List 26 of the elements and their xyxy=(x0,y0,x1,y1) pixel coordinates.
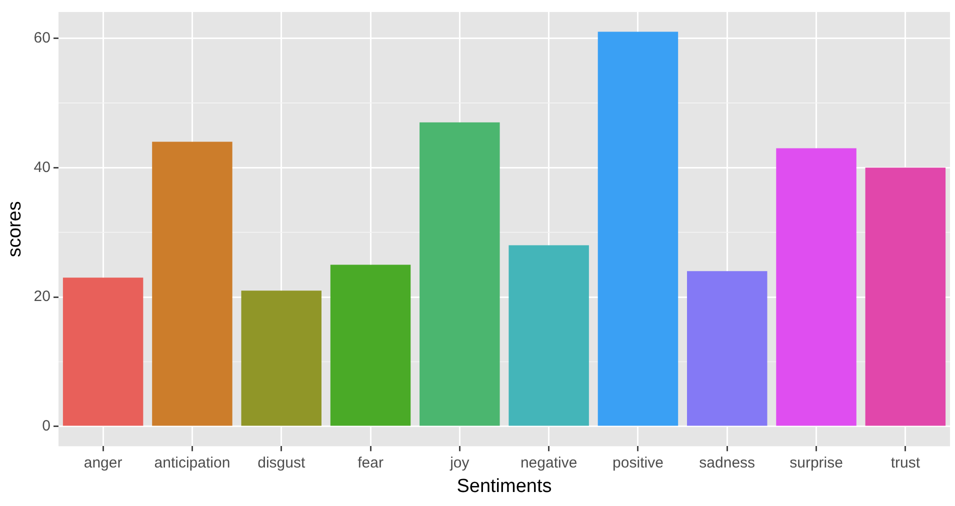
bar xyxy=(420,122,500,426)
x-tick-label: surprise xyxy=(790,454,843,472)
x-tick-label: anger xyxy=(84,454,122,472)
bar xyxy=(598,32,678,426)
bar xyxy=(241,290,322,426)
y-tick-label: 0 xyxy=(42,418,50,435)
bar xyxy=(330,264,411,426)
x-tick-label: fear xyxy=(358,454,384,472)
x-tick-label: anticipation xyxy=(154,454,230,472)
y-tick-label: 40 xyxy=(34,158,50,176)
bar xyxy=(687,271,768,426)
x-tick-label: positive xyxy=(612,454,664,472)
bar xyxy=(152,142,232,426)
x-tick-label: sadness xyxy=(699,454,756,472)
y-axis-title: scores xyxy=(4,201,26,258)
bar xyxy=(776,148,856,426)
bar xyxy=(62,278,144,426)
x-axis-title: Sentiments xyxy=(456,476,552,497)
x-tick-label: joy xyxy=(449,454,470,472)
x-tick-label: negative xyxy=(520,454,578,472)
y-tick-label: 20 xyxy=(34,288,50,306)
bar xyxy=(508,245,589,426)
bar xyxy=(865,168,946,426)
y-tick-label: 60 xyxy=(34,29,50,46)
x-tick-label: disgust xyxy=(258,454,306,472)
x-tick-label: trust xyxy=(890,454,921,472)
